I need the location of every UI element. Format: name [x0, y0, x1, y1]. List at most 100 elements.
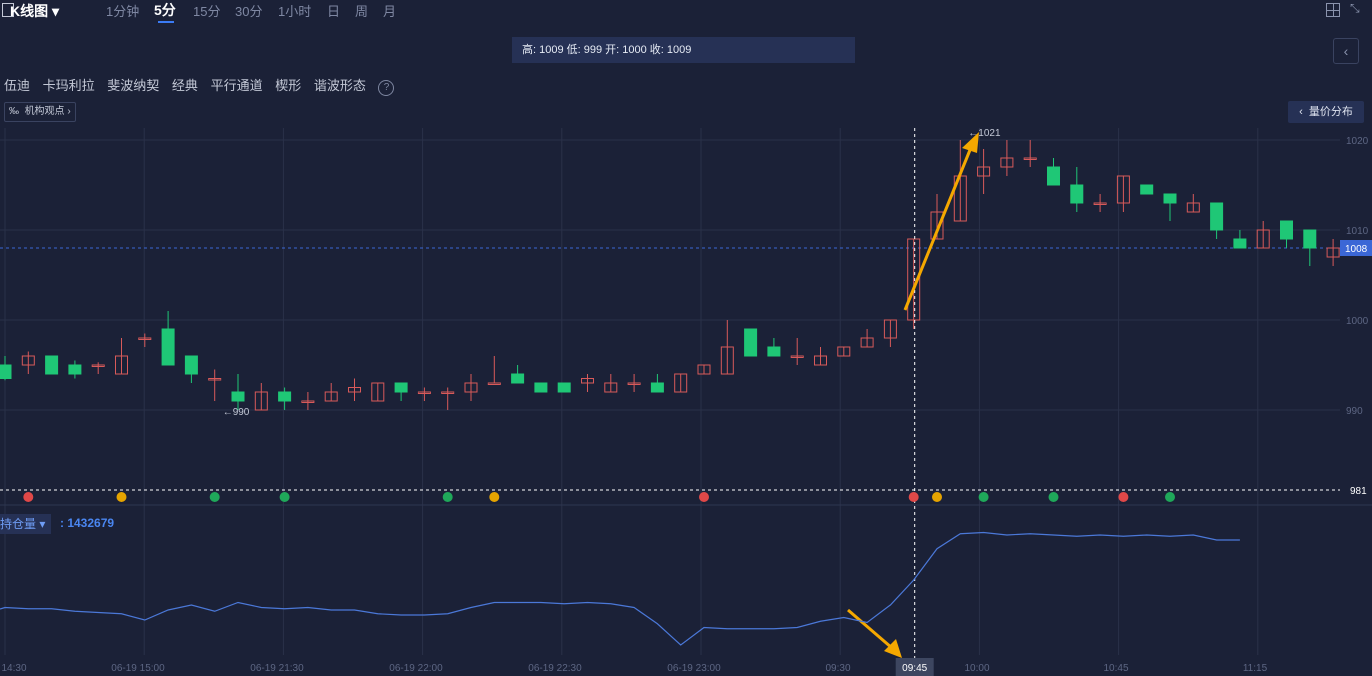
- institution-view-button[interactable]: ‰ 机构观点 ›: [4, 102, 76, 122]
- candle-body: [790, 355, 804, 358]
- price-annotation: ←1021: [968, 128, 1001, 139]
- x-tick-label: 11:15: [1243, 663, 1268, 674]
- candle-body: [441, 391, 455, 394]
- tool-wedge[interactable]: 楔形: [275, 78, 302, 93]
- highlight-arrow: [903, 144, 974, 311]
- candle-body: [720, 346, 734, 375]
- candle-body: [511, 373, 525, 384]
- candle-body: [45, 355, 59, 375]
- x-tick-label: 06-19 23:00: [667, 663, 721, 674]
- signal-marker: [209, 492, 220, 502]
- candle-body: [953, 175, 967, 222]
- candle-body: [1163, 193, 1177, 204]
- candle-body: [1326, 247, 1340, 258]
- tool-classic[interactable]: 经典: [171, 78, 198, 93]
- candle-body: [883, 319, 897, 339]
- candle-body: [68, 364, 82, 375]
- grid-layout-icon[interactable]: [1326, 3, 1340, 17]
- tool-harmonic[interactable]: 谐波形态: [313, 78, 366, 93]
- candle-body: [208, 378, 222, 381]
- candle-body: [1210, 202, 1224, 231]
- tab-30min[interactable]: 30分: [235, 4, 263, 19]
- calendar-icon[interactable]: [2, 3, 14, 17]
- candle-body: [394, 382, 408, 393]
- candle-body: [650, 382, 664, 393]
- tab-1hour[interactable]: 1小时: [278, 4, 312, 19]
- signal-marker: [489, 492, 500, 502]
- candle-body: [930, 211, 944, 240]
- candle-body: [231, 391, 245, 402]
- crosshair-time-badge: [895, 658, 934, 676]
- candle-body: [417, 391, 431, 394]
- candle-body: [814, 355, 827, 366]
- crosshair-time-label: 09:45: [902, 663, 927, 674]
- timeframe-toolbar: K线图 ▾ 1分钟 5分 15分 30分 1小时 日 周 月 ⤡: [0, 0, 1372, 24]
- candle-body: [1303, 229, 1317, 249]
- candle-body: [627, 382, 641, 385]
- x-tick-label: 06-19 22:30: [528, 663, 582, 674]
- candle-body: [1047, 166, 1060, 186]
- candle-body: [907, 238, 921, 321]
- candle-body: [348, 387, 361, 393]
- open-interest-line: [0, 531, 1240, 646]
- signal-marker: [116, 492, 127, 502]
- candle-body: [534, 382, 548, 393]
- last-price-label: 1008: [1345, 244, 1368, 255]
- candle-body: [161, 328, 175, 366]
- tool-woodie[interactable]: 伍迪: [4, 78, 31, 93]
- x-tick-label: 06-19 22:00: [389, 663, 443, 674]
- chart-type-dropdown[interactable]: K线图 ▾: [10, 1, 59, 21]
- tab-1min[interactable]: 1分钟: [106, 4, 140, 19]
- signal-marker: [1165, 492, 1175, 502]
- collapse-icon[interactable]: ⤡: [1350, 1, 1360, 15]
- highlight-arrowhead: [962, 132, 979, 153]
- signal-marker: [279, 492, 290, 502]
- help-icon[interactable]: ?: [378, 80, 395, 96]
- candle-body: [138, 337, 152, 340]
- candle-body: [371, 382, 385, 402]
- candle-body: [604, 382, 618, 393]
- candle-body: [487, 382, 501, 385]
- x-tick-label: 10:45: [1103, 663, 1128, 674]
- tool-camarilla[interactable]: 卡玛利拉: [42, 78, 95, 93]
- candle-body: [1070, 184, 1084, 204]
- signal-marker: [442, 492, 453, 502]
- tool-parallel-channel[interactable]: 平行通道: [210, 78, 263, 93]
- highlight-arrowhead: [884, 639, 902, 658]
- tab-month[interactable]: 月: [383, 4, 397, 19]
- chevron-left-icon[interactable]: ‹: [1333, 38, 1359, 64]
- price-annotation: ←990: [223, 407, 250, 418]
- candle-body: [1116, 175, 1130, 204]
- candle-body: [0, 364, 12, 379]
- indicator-dropdown[interactable]: 持仓量 ▾: [0, 514, 52, 534]
- signal-marker: [932, 492, 942, 502]
- candle-body: [674, 373, 688, 393]
- candle-body: [1093, 202, 1107, 205]
- candle-body: [115, 355, 128, 375]
- view-button-label: 机构观点: [24, 106, 65, 117]
- candle-body: [1233, 238, 1247, 249]
- percent-icon: ‰: [9, 106, 19, 117]
- drawing-tools-bar: 伍迪 卡玛利拉 斐波纳契 经典 平行通道 楔形 谐波形态 ?: [4, 75, 403, 96]
- candle-body: [697, 364, 711, 375]
- candle-body: [1186, 202, 1200, 213]
- candle-body: [744, 328, 758, 357]
- y-tick-label: 990: [1346, 406, 1363, 417]
- tab-week[interactable]: 周: [355, 4, 369, 19]
- tab-day[interactable]: 日: [327, 4, 341, 19]
- x-tick-label: 06-19 15:00: [111, 663, 165, 674]
- x-tick-label: 06-19 21:30: [250, 663, 304, 674]
- tab-15min[interactable]: 15分: [193, 4, 221, 19]
- candle-body: [557, 382, 571, 393]
- signal-marker: [1048, 492, 1059, 502]
- volume-profile-button[interactable]: ‹ 量价分布: [1288, 101, 1364, 123]
- candle-body: [1280, 220, 1293, 240]
- ohlc-info-bar: 高: 1009 低: 999 开: 1000 收: 1009: [512, 37, 855, 63]
- tab-5min[interactable]: 5分: [154, 2, 176, 18]
- y-tick-label: 1010: [1346, 226, 1369, 237]
- candle-body: [860, 337, 874, 348]
- x-tick-label: 14:30: [1, 663, 26, 674]
- tool-fibonacci[interactable]: 斐波纳契: [107, 78, 160, 93]
- candle-body: [581, 378, 594, 384]
